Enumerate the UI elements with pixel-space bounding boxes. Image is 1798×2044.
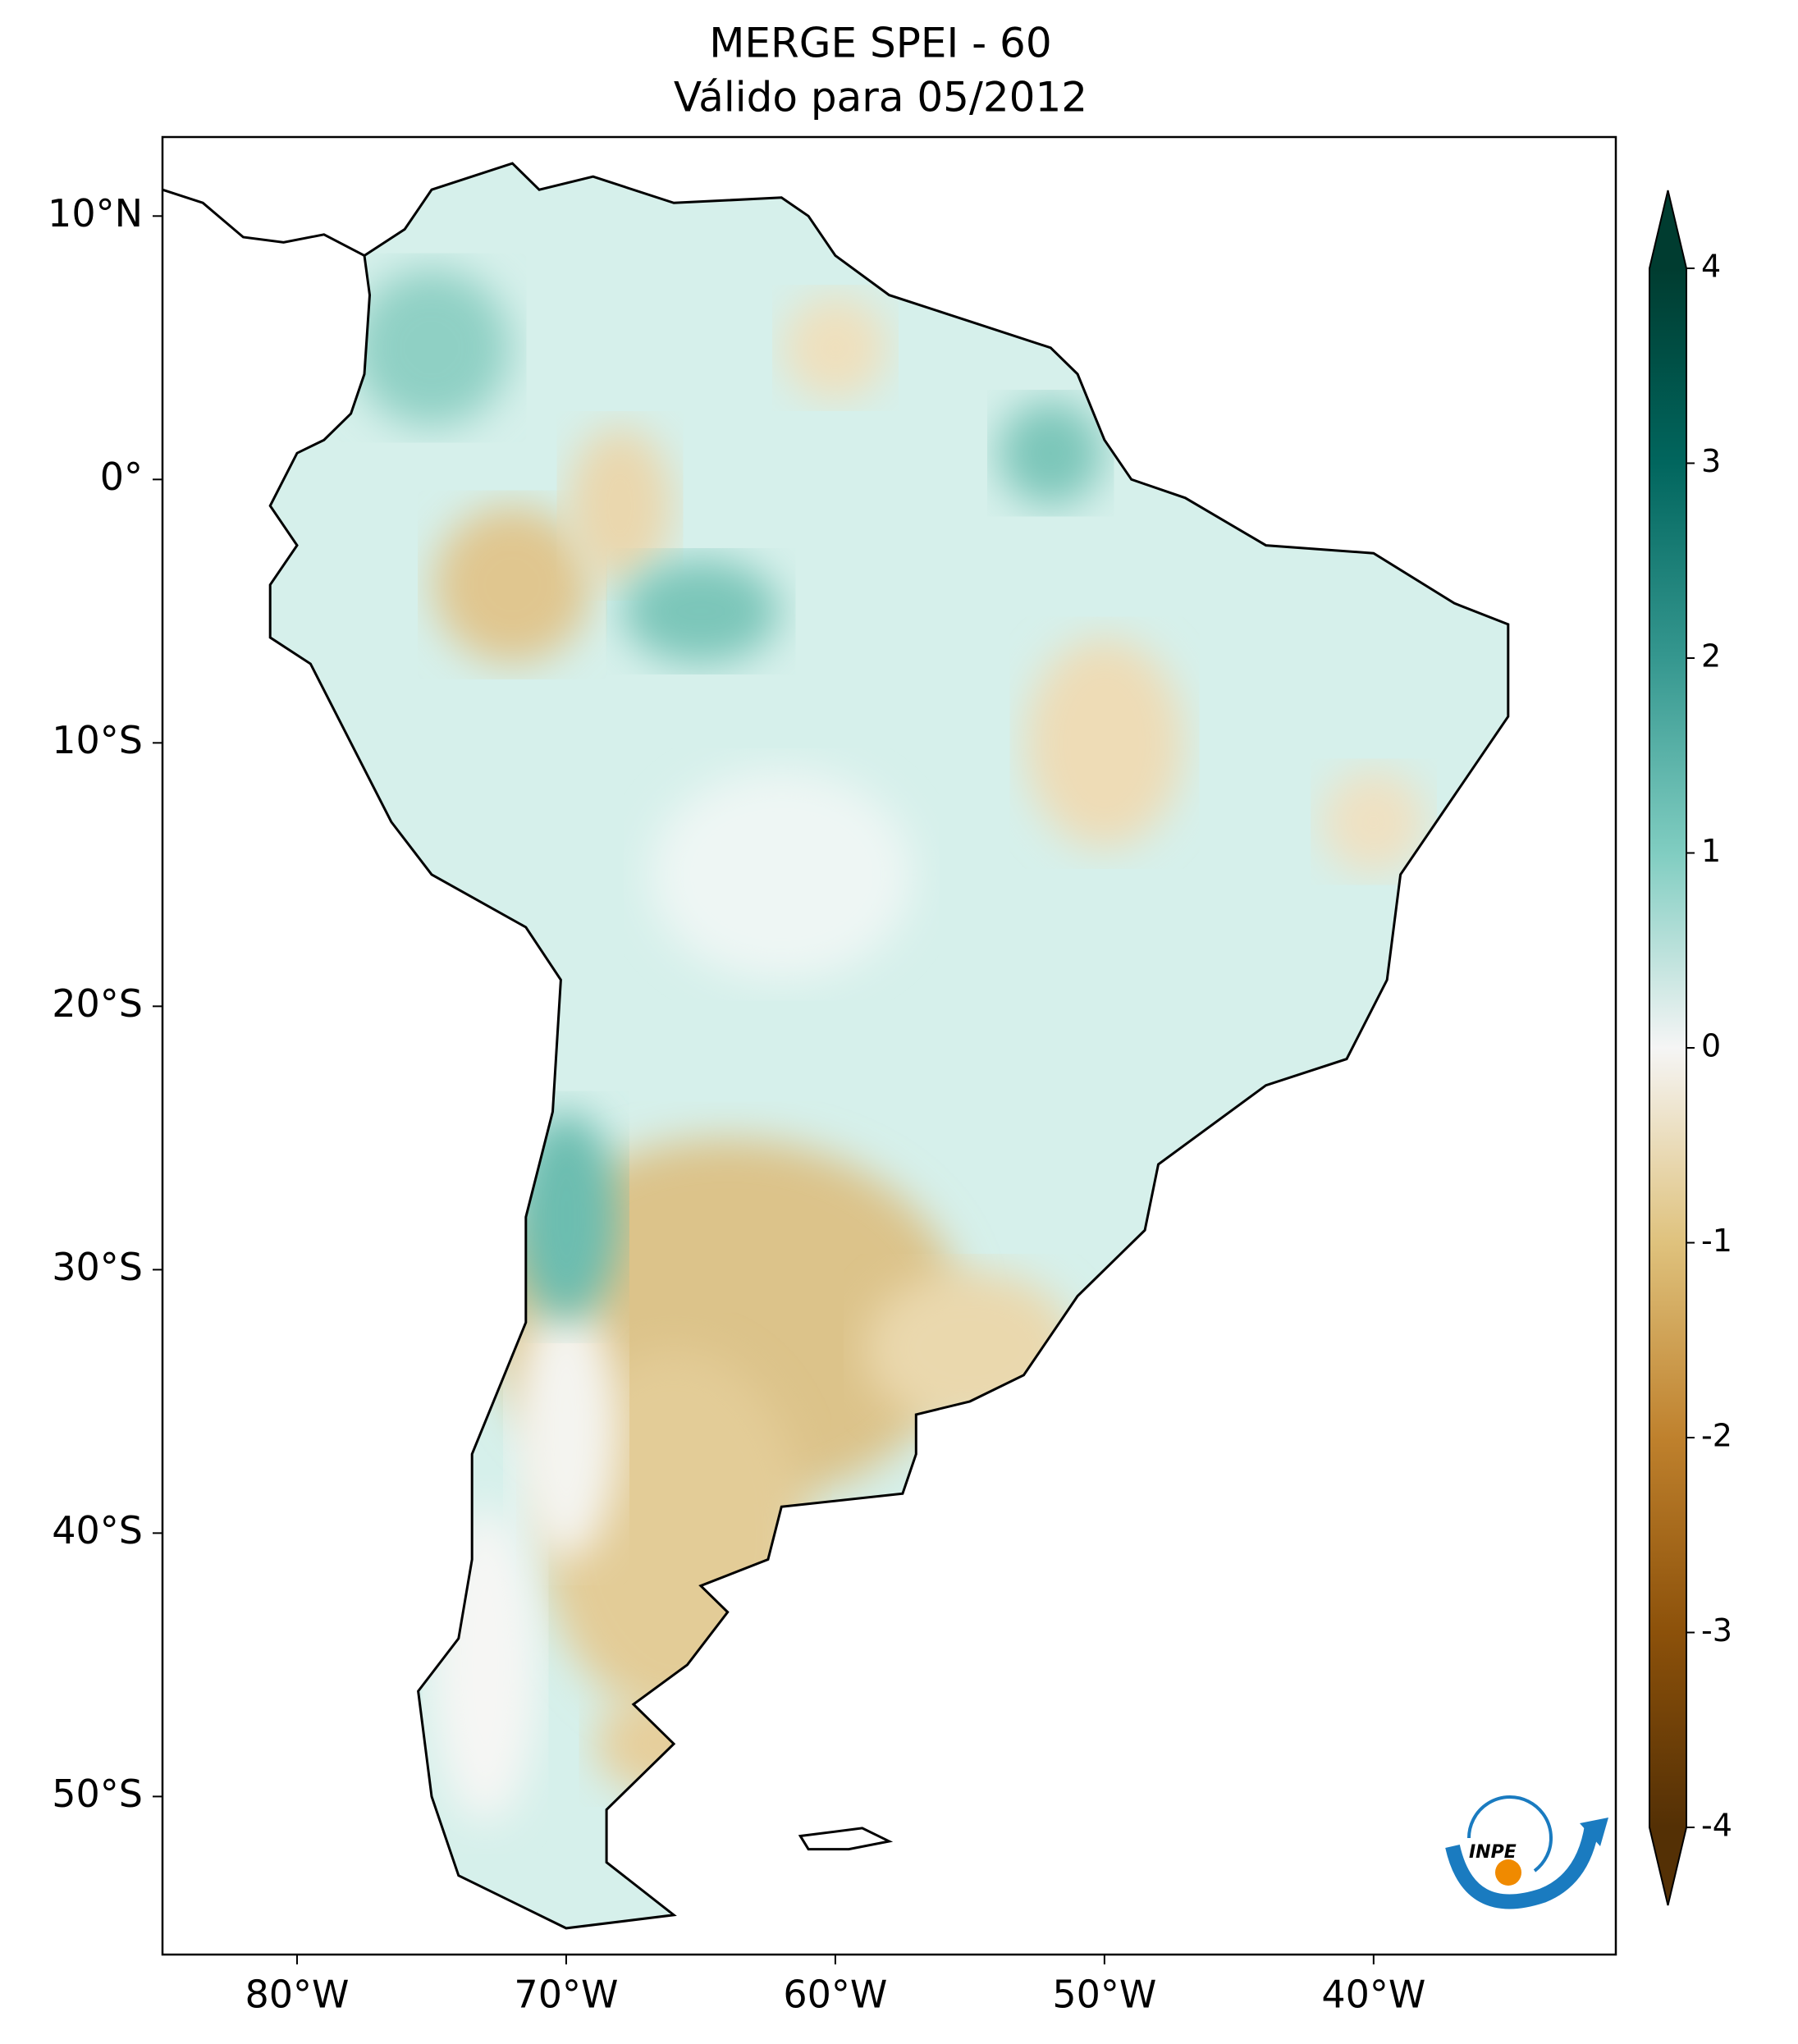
y-tick-label: 10°S — [52, 718, 143, 762]
x-tick-label: 80°W — [245, 1973, 349, 2017]
map-frame — [161, 135, 1617, 1956]
colorbar-extend-bottom — [1649, 1827, 1686, 1905]
colorbar-tick-label: 0 — [1701, 1028, 1721, 1064]
y-tick-label: 50°S — [52, 1772, 143, 1816]
x-tick-label: 60°W — [783, 1973, 887, 2017]
shade-blob — [621, 558, 780, 664]
colorbar-tick-label: -2 — [1701, 1418, 1732, 1454]
colorbar-tick-label: 1 — [1701, 833, 1721, 869]
land-shading — [270, 163, 1508, 1928]
shade-blob — [432, 1507, 538, 1822]
coastline — [162, 188, 365, 257]
shade-blob — [352, 268, 510, 427]
colorbar-tick-label: 3 — [1701, 443, 1721, 479]
coastline — [268, 162, 1510, 1930]
colorbar-tick-label: -3 — [1701, 1612, 1732, 1648]
shade-blob — [782, 295, 888, 400]
colorbar: 4 3 2 1 0 -1 -2 -3 -4 — [1649, 190, 1732, 1906]
map-subtitle: Válido para 05/2012 — [674, 74, 1087, 121]
shade-blob — [998, 400, 1104, 506]
y-tick-label: 20°S — [52, 981, 143, 1026]
y-tick-label: 30°S — [52, 1245, 143, 1289]
colorbar-tick-label: -1 — [1701, 1223, 1732, 1259]
inpe-logo: INPE — [1445, 1795, 1608, 1909]
colorbar-tick-label: 2 — [1701, 638, 1721, 674]
shade-blob — [433, 505, 592, 664]
colorbar-extend-top — [1649, 190, 1686, 268]
y-tick-label: 0° — [100, 455, 143, 499]
logo-swoosh — [1445, 1824, 1599, 1909]
map-title: MERGE SPEI - 60 — [709, 20, 1051, 67]
y-tick-label: 40°S — [52, 1508, 143, 1552]
colorbar-body — [1649, 268, 1686, 1827]
shade-blob — [1320, 769, 1426, 875]
shade-blob — [1025, 638, 1183, 848]
shade-blob — [650, 769, 913, 980]
x-tick-label: 50°W — [1052, 1973, 1156, 2017]
coastline — [798, 1827, 894, 1851]
shade-blob — [567, 427, 673, 585]
shade-blob — [864, 1269, 1075, 1428]
axis-ticks: 80°W 70°W 60°W 50°W 40°W 10°N 0° 10°S 20°S 30°S 40… — [48, 191, 1425, 2017]
x-tick-label: 70°W — [514, 1973, 618, 2017]
colorbar-tick-label: 4 — [1701, 249, 1721, 285]
colorbar-tick-label: -4 — [1701, 1808, 1732, 1844]
land-base — [270, 163, 1508, 1928]
y-tick-label: 10°N — [48, 191, 143, 235]
coastlines — [162, 162, 1510, 1930]
logo-text: INPE — [1469, 1842, 1517, 1863]
shade-blob — [513, 1296, 619, 1559]
logo-dot — [1495, 1859, 1521, 1886]
logo-arrow — [1580, 1818, 1608, 1846]
shade-blob — [513, 1112, 619, 1323]
x-tick-label: 40°W — [1321, 1973, 1425, 2017]
logo-arc — [1467, 1795, 1553, 1873]
